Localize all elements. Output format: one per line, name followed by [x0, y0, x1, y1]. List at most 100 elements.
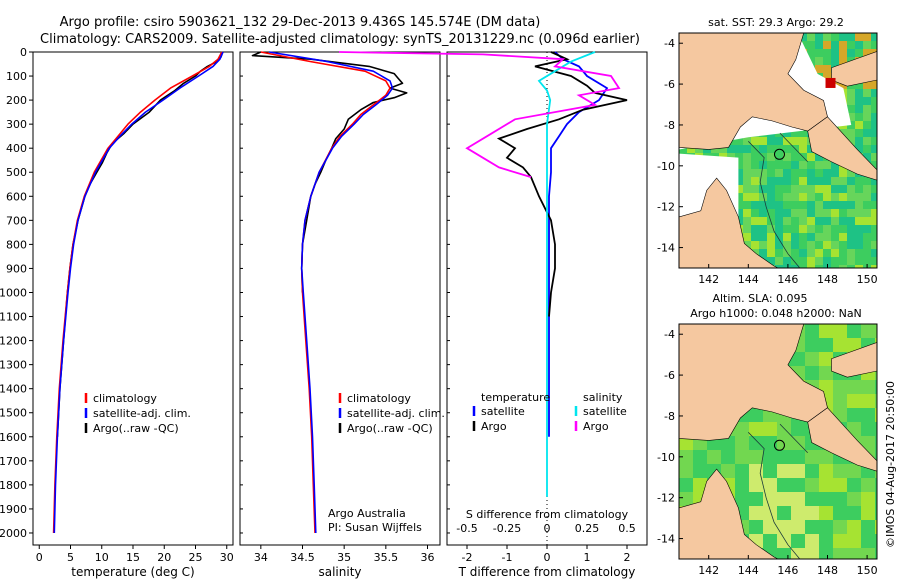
sea-cell	[775, 137, 783, 145]
depth-tick-label: 500	[6, 166, 27, 179]
lon-tick-label: 150	[857, 273, 878, 286]
sea-cell	[839, 49, 847, 57]
sea-cell	[871, 249, 877, 257]
sea-cell	[871, 257, 877, 265]
sea-cell	[735, 422, 749, 436]
sea-cell	[763, 422, 777, 436]
sea-cell	[855, 49, 863, 57]
sea-cell	[783, 209, 791, 217]
sea-cell	[783, 169, 791, 177]
sea-cell	[831, 185, 839, 193]
lat-tick-label: -14	[657, 533, 675, 546]
sea-cell	[807, 233, 815, 241]
sea-cell	[847, 169, 855, 177]
sea-cell	[815, 265, 823, 268]
sea-cell	[749, 506, 763, 520]
depth-tick-label: 1500	[0, 407, 27, 420]
sea-cell	[759, 249, 767, 257]
sea-cell	[767, 193, 775, 201]
sea-cell	[783, 193, 791, 201]
sst-map: 142 144 146 148 150 -4 -6 -8 -10 -12 -14	[657, 32, 878, 286]
sea-cell	[875, 394, 877, 408]
x-tick-label: 15	[126, 551, 140, 564]
sea-cell	[807, 177, 815, 185]
sea-cell	[791, 265, 799, 268]
sea-cell	[679, 464, 693, 478]
sea-cell	[751, 201, 759, 209]
sea-cell	[707, 450, 721, 464]
depth-tick-label: 1300	[0, 359, 27, 372]
sea-cell	[783, 201, 791, 209]
timestamp: ©IMOS 04-Aug-2017 20:50:00	[884, 381, 897, 548]
sea-cell	[871, 41, 877, 49]
sea-cell	[847, 464, 861, 478]
sea-cell	[839, 57, 847, 65]
sea-cell	[721, 464, 735, 478]
sea-cell	[823, 209, 831, 217]
sea-cell	[833, 380, 847, 394]
sea-cell	[847, 225, 855, 233]
sea-cell	[799, 201, 807, 209]
sea-cell	[775, 201, 783, 209]
sea-cell	[875, 408, 877, 422]
difference-profile-panel: -2 -1 0 1 2T difference from climatology -0.5…	[338, 51, 648, 579]
depth-tick-label: 600	[6, 190, 27, 203]
sea-cell	[861, 520, 875, 534]
sea-cell	[855, 97, 863, 105]
sea-cell	[763, 534, 777, 548]
sea-cell	[871, 145, 877, 153]
sea-cell	[775, 249, 783, 257]
sea-cell	[875, 324, 877, 338]
sea-cell	[775, 225, 783, 233]
sea-cell	[861, 422, 875, 436]
x-tick-label: 34	[254, 551, 268, 564]
sea-cell	[749, 478, 763, 492]
sea-cell	[799, 169, 807, 177]
sea-cell	[855, 81, 863, 89]
sea-cell	[751, 193, 759, 201]
sea-cell	[767, 161, 775, 169]
sea-cell	[847, 33, 855, 41]
sea-cell	[763, 548, 777, 559]
sea-cell	[791, 129, 799, 137]
s-tick-label: 0	[544, 522, 551, 535]
sea-cell	[819, 548, 833, 559]
sea-cell	[839, 169, 847, 177]
sea-cell	[735, 492, 749, 506]
legend-title-salinity: salinity	[583, 391, 623, 404]
sea-cell	[831, 265, 839, 268]
sea-cell	[855, 105, 863, 113]
sea-cell	[839, 81, 847, 89]
x-tick-label: 34.5	[290, 551, 315, 564]
lat-tick-label: -8	[664, 410, 675, 423]
diff-series-1	[496, 51, 628, 317]
sea-cell	[693, 450, 707, 464]
sea-cell	[831, 241, 839, 249]
sea-cell	[863, 129, 871, 137]
sea-cell	[847, 380, 861, 394]
sea-cell	[839, 185, 847, 193]
sea-cell	[839, 249, 847, 257]
sea-cell	[679, 492, 693, 506]
sea-cell	[791, 209, 799, 217]
sea-cell	[749, 408, 763, 422]
sea-cell	[863, 33, 871, 41]
sea-cell	[855, 41, 863, 49]
sea-cell	[815, 49, 823, 57]
sea-cell	[763, 520, 777, 534]
sea-cell	[823, 65, 831, 73]
legend-label: Argo(..raw -QC)	[93, 422, 179, 435]
sea-cell	[679, 450, 693, 464]
sea-cell	[831, 201, 839, 209]
sea-cell	[807, 49, 815, 57]
sea-cell	[743, 233, 751, 241]
sea-cell	[823, 49, 831, 57]
sea-cell	[855, 129, 863, 137]
sea-cell	[823, 161, 831, 169]
x-tick-label: 36	[421, 551, 435, 564]
title-line-2: Climatology: CARS2009. Satellite-adjuste…	[40, 32, 640, 47]
lon-tick-label: 150	[857, 564, 878, 577]
depth-tick-label: 1800	[0, 479, 27, 492]
sea-cell	[777, 520, 791, 534]
sea-cell	[735, 177, 743, 185]
